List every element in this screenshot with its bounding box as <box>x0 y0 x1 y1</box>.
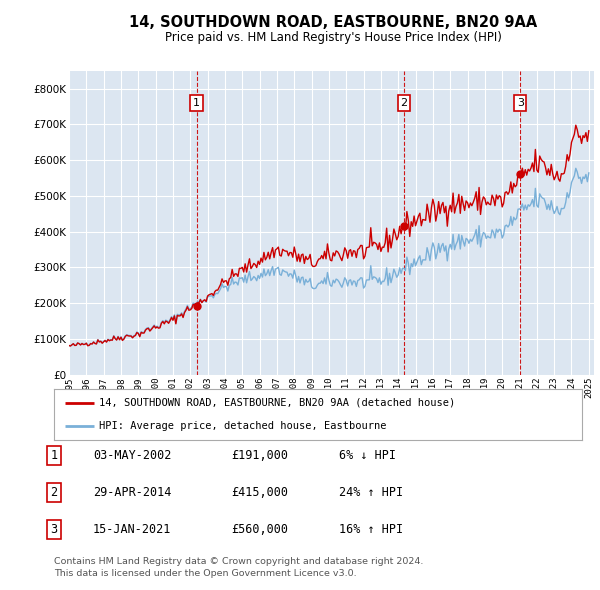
Text: 1: 1 <box>193 98 200 108</box>
Text: 6% ↓ HPI: 6% ↓ HPI <box>339 449 396 462</box>
Text: 2: 2 <box>50 486 58 499</box>
Text: 14, SOUTHDOWN ROAD, EASTBOURNE, BN20 9AA: 14, SOUTHDOWN ROAD, EASTBOURNE, BN20 9AA <box>129 15 537 30</box>
Text: £415,000: £415,000 <box>231 486 288 499</box>
Text: Price paid vs. HM Land Registry's House Price Index (HPI): Price paid vs. HM Land Registry's House … <box>164 31 502 44</box>
Text: 16% ↑ HPI: 16% ↑ HPI <box>339 523 403 536</box>
Text: £191,000: £191,000 <box>231 449 288 462</box>
Text: 3: 3 <box>517 98 524 108</box>
Text: 15-JAN-2021: 15-JAN-2021 <box>93 523 172 536</box>
Text: 3: 3 <box>50 523 58 536</box>
Text: 14, SOUTHDOWN ROAD, EASTBOURNE, BN20 9AA (detached house): 14, SOUTHDOWN ROAD, EASTBOURNE, BN20 9AA… <box>99 398 455 408</box>
Text: This data is licensed under the Open Government Licence v3.0.: This data is licensed under the Open Gov… <box>54 569 356 578</box>
Text: 1: 1 <box>50 449 58 462</box>
Text: £560,000: £560,000 <box>231 523 288 536</box>
Text: 29-APR-2014: 29-APR-2014 <box>93 486 172 499</box>
Text: HPI: Average price, detached house, Eastbourne: HPI: Average price, detached house, East… <box>99 421 386 431</box>
Text: 2: 2 <box>400 98 407 108</box>
Text: Contains HM Land Registry data © Crown copyright and database right 2024.: Contains HM Land Registry data © Crown c… <box>54 557 424 566</box>
Text: 03-MAY-2002: 03-MAY-2002 <box>93 449 172 462</box>
Text: 24% ↑ HPI: 24% ↑ HPI <box>339 486 403 499</box>
